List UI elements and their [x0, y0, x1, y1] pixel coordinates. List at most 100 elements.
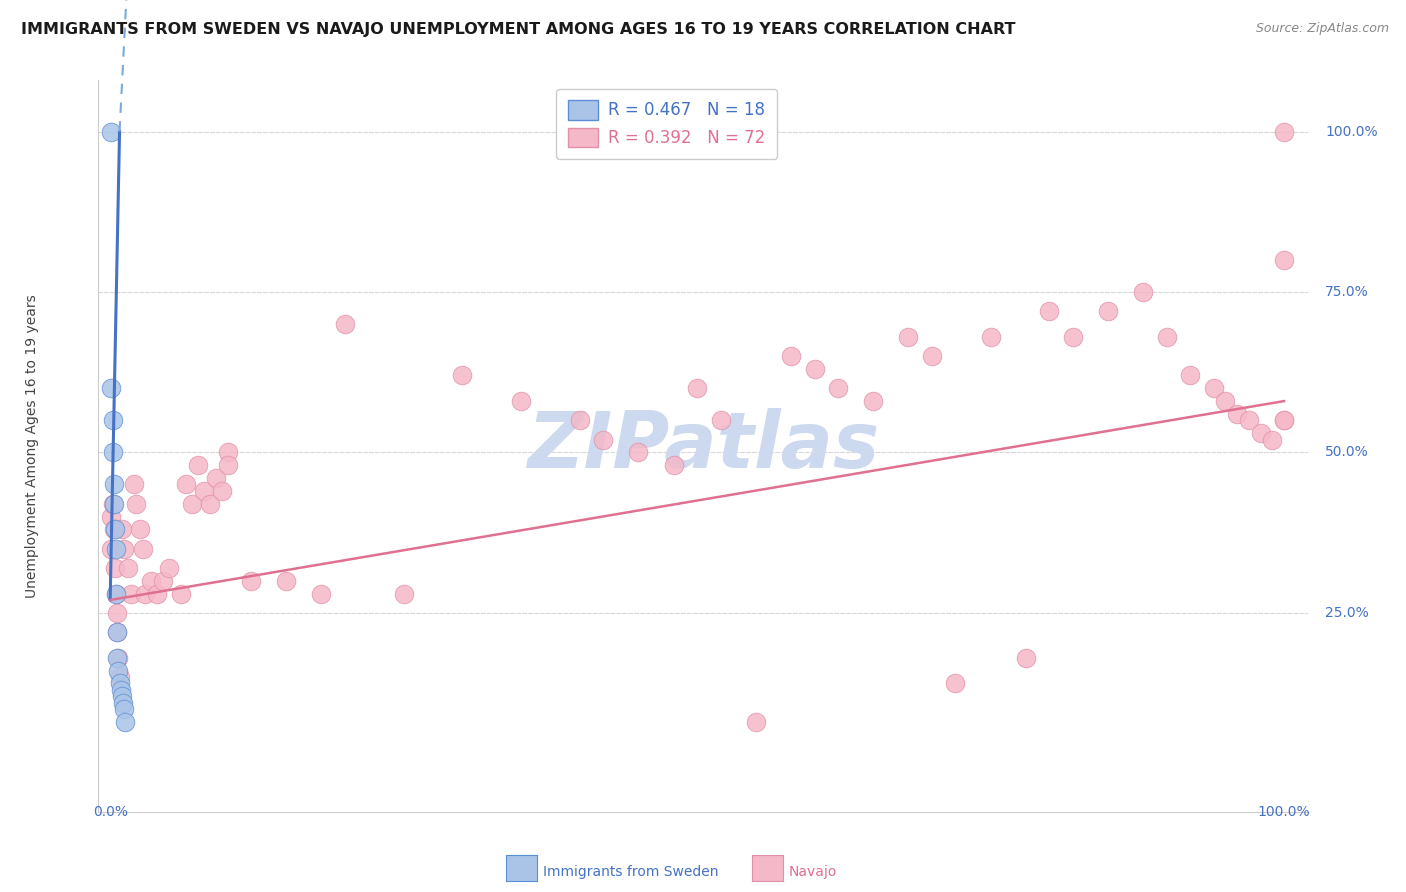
- Point: [125, 497, 148, 511]
- Point: [1261, 433, 1284, 447]
- Point: [803, 362, 825, 376]
- Point: [103, 477, 125, 491]
- Point: [211, 483, 233, 498]
- Point: [662, 458, 685, 473]
- Point: [101, 497, 124, 511]
- Point: [122, 477, 145, 491]
- Point: [128, 523, 150, 537]
- Text: 25.0%: 25.0%: [1326, 606, 1369, 620]
- Point: [103, 497, 125, 511]
- Point: [1015, 650, 1038, 665]
- Point: [1237, 413, 1260, 427]
- Point: [108, 676, 131, 690]
- Text: Unemployment Among Ages 16 to 19 years: Unemployment Among Ages 16 to 19 years: [25, 294, 39, 598]
- Point: [100, 541, 122, 556]
- Point: [451, 368, 474, 383]
- Point: [217, 458, 239, 473]
- Point: [311, 586, 333, 600]
- Point: [710, 413, 733, 427]
- Point: [105, 541, 128, 556]
- Point: [112, 696, 135, 710]
- Text: 100.0%: 100.0%: [1258, 805, 1310, 820]
- Point: [1156, 330, 1178, 344]
- Point: [1038, 304, 1060, 318]
- Point: [240, 574, 263, 588]
- Text: 75.0%: 75.0%: [1326, 285, 1369, 299]
- Point: [945, 676, 967, 690]
- Point: [1097, 304, 1119, 318]
- Point: [134, 586, 156, 600]
- Point: [120, 586, 142, 600]
- Point: [114, 714, 136, 729]
- Point: [100, 125, 122, 139]
- Point: [107, 650, 129, 665]
- Text: 50.0%: 50.0%: [1326, 445, 1369, 459]
- Point: [107, 664, 129, 678]
- Point: [1272, 413, 1295, 427]
- Point: [105, 650, 128, 665]
- Point: [101, 445, 124, 459]
- Point: [146, 586, 169, 600]
- Point: [1272, 125, 1295, 139]
- Point: [204, 471, 226, 485]
- Point: [1226, 407, 1249, 421]
- Point: [105, 586, 128, 600]
- Point: [187, 458, 209, 473]
- Text: Navajo: Navajo: [789, 865, 837, 880]
- Point: [198, 497, 221, 511]
- Point: [104, 523, 127, 537]
- Point: [105, 625, 128, 640]
- Point: [105, 586, 128, 600]
- Point: [333, 317, 356, 331]
- Text: 100.0%: 100.0%: [1326, 125, 1378, 138]
- Point: [1132, 285, 1154, 299]
- Point: [108, 670, 131, 684]
- Point: [152, 574, 174, 588]
- Point: [1062, 330, 1084, 344]
- Text: IMMIGRANTS FROM SWEDEN VS NAVAJO UNEMPLOYMENT AMONG AGES 16 TO 19 YEARS CORRELAT: IMMIGRANTS FROM SWEDEN VS NAVAJO UNEMPLO…: [21, 22, 1015, 37]
- Point: [110, 682, 132, 697]
- Point: [897, 330, 920, 344]
- Point: [117, 561, 139, 575]
- Point: [686, 381, 709, 395]
- Point: [217, 445, 239, 459]
- Point: [921, 349, 943, 363]
- Point: [141, 574, 163, 588]
- Point: [111, 523, 134, 537]
- Point: [132, 541, 155, 556]
- Text: Source: ZipAtlas.com: Source: ZipAtlas.com: [1256, 22, 1389, 36]
- Point: [181, 497, 204, 511]
- Point: [1272, 413, 1295, 427]
- Point: [100, 381, 122, 395]
- Point: [176, 477, 198, 491]
- Point: [392, 586, 415, 600]
- Point: [101, 413, 124, 427]
- Point: [193, 483, 215, 498]
- Point: [780, 349, 803, 363]
- Point: [112, 702, 135, 716]
- Point: [104, 561, 127, 575]
- Text: Immigrants from Sweden: Immigrants from Sweden: [543, 865, 718, 880]
- Point: [276, 574, 298, 588]
- Point: [1250, 426, 1272, 441]
- Point: [827, 381, 849, 395]
- Point: [157, 561, 180, 575]
- Point: [105, 625, 128, 640]
- Point: [510, 394, 533, 409]
- Point: [1272, 252, 1295, 267]
- Point: [862, 394, 884, 409]
- Legend: R = 0.467   N = 18, R = 0.392   N = 72: R = 0.467 N = 18, R = 0.392 N = 72: [557, 88, 778, 159]
- Point: [103, 523, 125, 537]
- Point: [568, 413, 591, 427]
- Point: [627, 445, 650, 459]
- Point: [1180, 368, 1202, 383]
- Point: [1215, 394, 1237, 409]
- Point: [111, 690, 134, 704]
- Text: ZIPatlas: ZIPatlas: [527, 408, 879, 484]
- Point: [112, 541, 135, 556]
- Point: [980, 330, 1002, 344]
- Point: [745, 714, 768, 729]
- Point: [105, 606, 128, 620]
- Point: [592, 433, 614, 447]
- Point: [169, 586, 191, 600]
